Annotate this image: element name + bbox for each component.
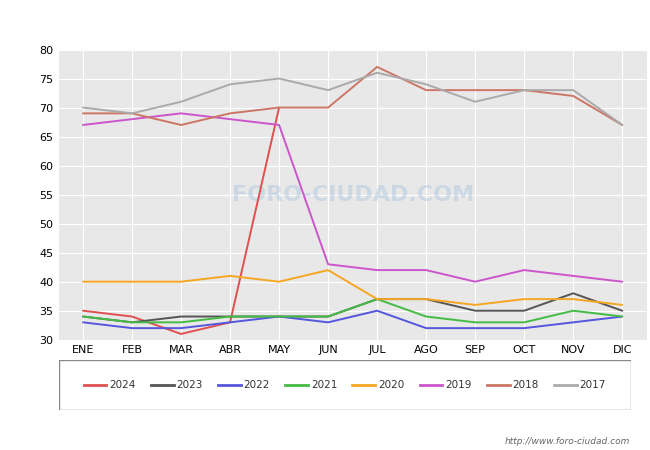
Text: Afiliados en Serón de Nágima a 31/5/2024: Afiliados en Serón de Nágima a 31/5/2024: [150, 14, 500, 33]
Text: http://www.foro-ciudad.com: http://www.foro-ciudad.com: [505, 436, 630, 446]
Text: 2020: 2020: [378, 380, 404, 390]
Text: 2019: 2019: [445, 380, 472, 390]
Text: 2017: 2017: [580, 380, 606, 390]
Text: 2024: 2024: [109, 380, 136, 390]
Text: 2022: 2022: [244, 380, 270, 390]
Text: 2023: 2023: [176, 380, 203, 390]
Text: FORO-CIUDAD.COM: FORO-CIUDAD.COM: [231, 184, 474, 205]
Text: 2021: 2021: [311, 380, 337, 390]
Text: 2018: 2018: [512, 380, 539, 390]
